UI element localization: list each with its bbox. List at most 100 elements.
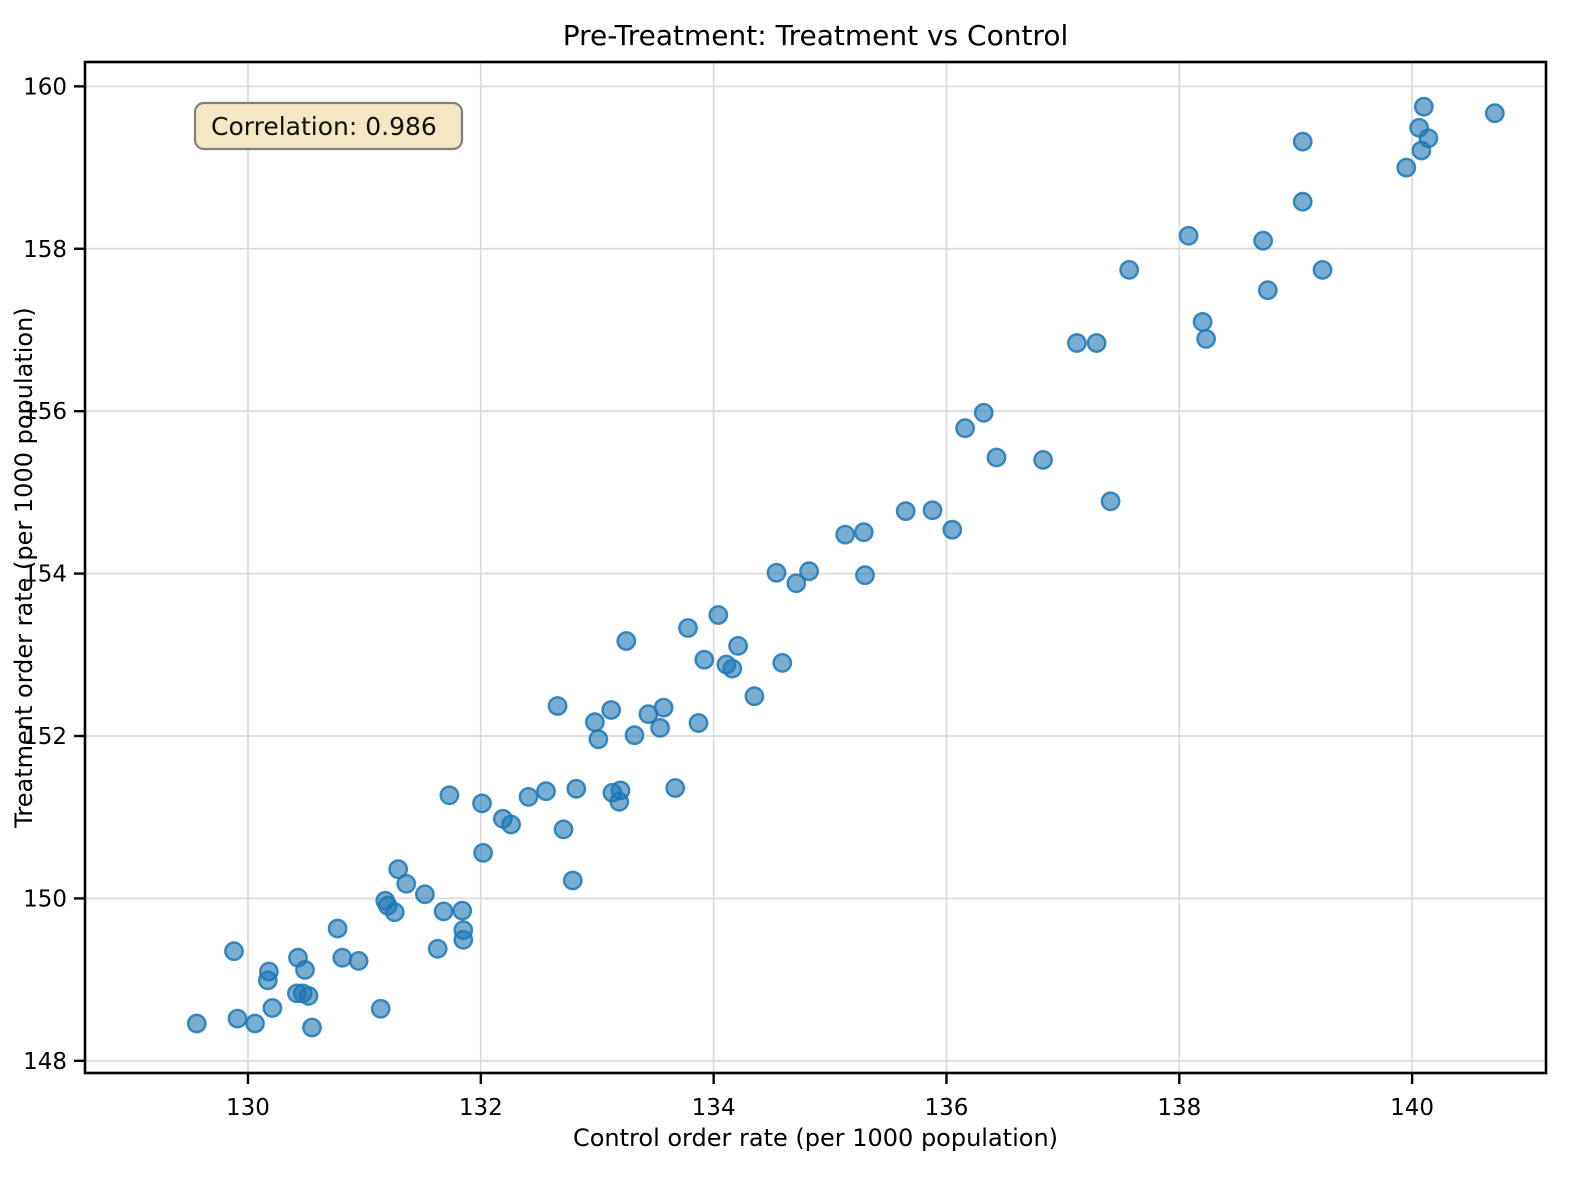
x-tick-label: 132	[459, 1095, 503, 1121]
scatter-point	[728, 636, 748, 656]
scatter-point	[433, 901, 454, 922]
scatter-point	[616, 631, 637, 651]
y-tick-label: 150	[23, 886, 67, 912]
scatter-point	[922, 500, 943, 521]
chart-title: Pre-Treatment: Treatment vs Control	[563, 19, 1069, 52]
gridlines	[85, 62, 1546, 1073]
y-axis-label: Treatment order rate (per 1000 populatio…	[10, 307, 38, 828]
scatter-point	[1257, 280, 1278, 301]
x-tick-label: 140	[1390, 1095, 1434, 1121]
y-tick-labels: 148 150 152 154 156 158 160	[23, 74, 67, 1074]
scatter-point	[453, 929, 474, 950]
scatter-point	[327, 918, 348, 939]
scatter-point	[473, 843, 493, 863]
y-tick-label: 156	[23, 399, 67, 425]
scatter-point	[609, 791, 630, 812]
scatter-point	[384, 902, 405, 923]
scatter-point	[973, 402, 994, 423]
scatter-point	[245, 1013, 265, 1034]
scatter-point	[955, 418, 975, 439]
axis-ticks	[74, 85, 1414, 1084]
scatter-point	[1484, 103, 1505, 124]
scatter-point	[562, 870, 583, 891]
scatter-point	[678, 618, 698, 638]
scatter-point	[786, 573, 807, 594]
scatter-point	[348, 951, 369, 971]
scatter-point	[224, 941, 244, 962]
y-tick-label: 152	[23, 724, 67, 750]
y-tick-label: 154	[23, 562, 67, 588]
scatter-points	[186, 96, 1505, 1038]
y-tick-label: 148	[23, 1049, 67, 1075]
scatter-point	[708, 605, 729, 625]
scatter-point	[427, 938, 448, 959]
x-tick-label: 134	[692, 1095, 736, 1121]
scatter-point	[1312, 259, 1333, 280]
scatter-point	[472, 793, 492, 814]
scatter-point	[1418, 128, 1439, 149]
scatter-point	[1292, 131, 1313, 152]
scatter-point	[298, 986, 319, 1006]
scatter-point	[566, 778, 587, 799]
scatter-point	[895, 501, 916, 521]
scatter-point	[553, 819, 574, 840]
scatter-point	[855, 565, 875, 586]
scatter-point	[585, 712, 605, 733]
scatter-point	[653, 697, 674, 718]
scatter-point	[1413, 96, 1434, 117]
scatter-point	[986, 447, 1007, 468]
scatter-point	[1067, 333, 1087, 353]
scatter-point	[722, 658, 743, 679]
scatter-point	[942, 519, 963, 540]
plot-area-border	[83, 60, 1548, 1075]
scatter-point	[501, 814, 521, 835]
scatter-point	[772, 653, 793, 673]
scatter-point	[1086, 333, 1107, 353]
scatter-point	[650, 718, 670, 738]
scatter-point	[1100, 491, 1121, 512]
correlation-annotation: Correlation: 0.986	[193, 101, 464, 151]
scatter-point	[835, 524, 856, 545]
correlation-annotation-box	[193, 101, 464, 151]
scatter-point	[1178, 225, 1199, 246]
scatter-point	[332, 947, 353, 968]
scatter-point	[370, 998, 391, 1019]
scatter-point	[518, 787, 539, 807]
scatter-point	[439, 785, 460, 806]
scatter-point	[1396, 157, 1417, 178]
scatter-point	[1253, 230, 1274, 251]
scatter-point	[186, 1013, 207, 1034]
correlation-annotation-text: Correlation: 0.986	[211, 112, 437, 141]
x-tick-label: 130	[226, 1095, 270, 1121]
scatter-point	[262, 998, 283, 1018]
scatter-point	[302, 1017, 322, 1038]
scatter-point	[547, 696, 568, 716]
y-tick-label: 160	[23, 74, 67, 100]
x-tick-label: 138	[1157, 1095, 1201, 1121]
scatter-point	[601, 700, 622, 720]
x-axis-label: Control order rate (per 1000 population)	[573, 1124, 1058, 1152]
scatter-point	[536, 781, 556, 802]
x-tick-label: 136	[925, 1095, 969, 1121]
x-tick-labels: 130 132 134 136 138 140	[226, 1095, 1434, 1121]
scatter-point	[257, 970, 278, 991]
scatter-point	[388, 859, 409, 880]
scatter-point	[1192, 311, 1213, 332]
scatter-point	[1292, 191, 1313, 212]
scatter-point	[799, 561, 819, 582]
scatter-point	[295, 960, 315, 980]
scatter-point	[853, 522, 874, 543]
scatter-point	[694, 649, 715, 670]
scatter-point	[744, 686, 765, 707]
scatter-point	[1196, 328, 1217, 349]
scatter-point	[414, 884, 435, 905]
scatter-point	[766, 562, 787, 583]
scatter-point	[688, 713, 709, 733]
scatter-point	[227, 1008, 248, 1029]
y-tick-label: 158	[23, 237, 67, 263]
scatter-point	[588, 729, 609, 750]
scatter-point	[396, 873, 417, 894]
scatter-point	[452, 900, 473, 921]
